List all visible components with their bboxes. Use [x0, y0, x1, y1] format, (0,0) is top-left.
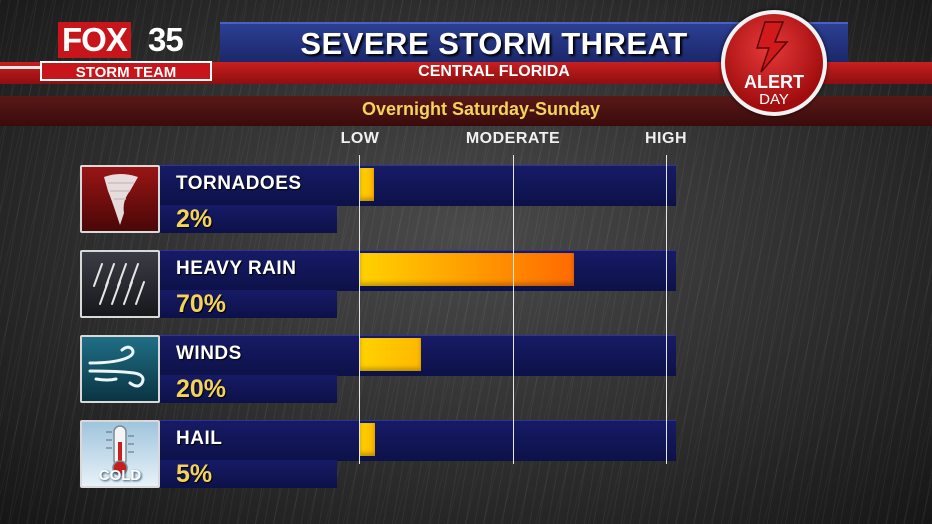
gridline-high [666, 155, 667, 464]
percent-box [160, 460, 337, 488]
logo-channel: 35 [148, 21, 184, 58]
wind-icon [88, 345, 145, 388]
threat-row-heavy-rain: HEAVY RAIN 70% [0, 250, 932, 330]
threat-row-winds: WINDS 20% [0, 335, 932, 415]
logo-brand: FOX [58, 22, 131, 58]
station-logo: FOX 35 STORM TEAM [40, 22, 216, 84]
tornado-icon [104, 174, 138, 225]
heavy-rain-icon [93, 263, 145, 305]
alert-day-badge: ALERT DAY [721, 10, 827, 116]
row-track [160, 165, 676, 206]
tornado-tile [80, 165, 160, 233]
wind-tile [80, 335, 160, 403]
lightning-bolt-icon [755, 21, 789, 73]
scale-label-low: LOW [340, 130, 380, 147]
threat-row-tornadoes: TORNADOES 2% [0, 165, 932, 245]
logo-team: STORM TEAM [40, 61, 212, 81]
heavy-rain-tile [80, 250, 160, 318]
hail-tile: COLD [80, 420, 160, 488]
thermometer-icon [106, 425, 134, 476]
category-label: WINDS [176, 343, 242, 364]
day-label: DAY [759, 91, 789, 108]
threat-bar [360, 253, 575, 286]
scale-label-high: HIGH [645, 130, 687, 147]
alert-label: ALERT [744, 72, 804, 92]
threat-bar [360, 168, 374, 201]
chart-title: SEVERE STORM THREAT [300, 26, 688, 61]
percent-label: 20% [176, 375, 227, 403]
threat-bar [360, 338, 422, 371]
category-label: HEAVY RAIN [176, 258, 297, 279]
gridline-low [359, 155, 360, 464]
cold-label: COLD [98, 467, 142, 484]
row-track [160, 420, 676, 461]
threat-bar [360, 423, 376, 456]
accent-line [0, 66, 60, 69]
percent-box [160, 375, 337, 403]
period-label: Overnight Saturday-Sunday [361, 99, 601, 119]
percent-label: 70% [176, 290, 227, 318]
percent-label: 2% [176, 205, 213, 233]
scale-label-moderate: MODERATE [465, 130, 561, 147]
chart-subtitle: CENTRAL FLORIDA [418, 63, 570, 80]
subtitle-bar [0, 62, 932, 84]
logo-team-text: STORM TEAM [75, 64, 177, 81]
percent-box [160, 290, 337, 318]
category-label: HAIL [176, 428, 223, 449]
threat-row-hail: COLD HAIL 5% [0, 420, 932, 500]
percent-label: 5% [176, 460, 213, 488]
percent-box [160, 205, 337, 233]
category-label: TORNADOES [176, 173, 302, 194]
gridline-moderate [513, 155, 514, 464]
